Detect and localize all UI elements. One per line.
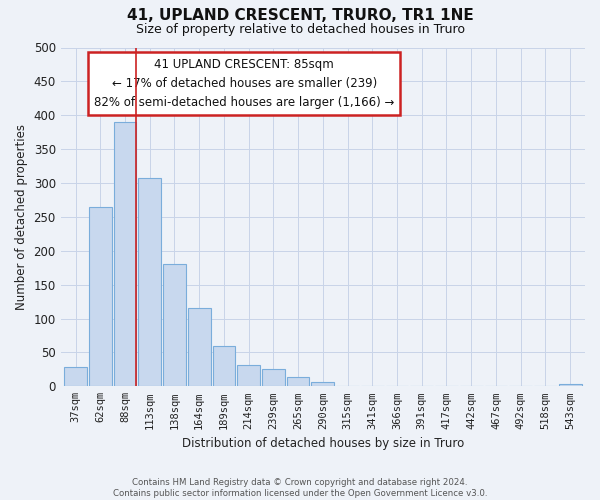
Text: Contains HM Land Registry data © Crown copyright and database right 2024.
Contai: Contains HM Land Registry data © Crown c… bbox=[113, 478, 487, 498]
Bar bbox=[559, 384, 581, 386]
Text: 41 UPLAND CRESCENT: 85sqm
← 17% of detached houses are smaller (239)
82% of semi: 41 UPLAND CRESCENT: 85sqm ← 17% of detac… bbox=[94, 58, 394, 108]
Bar bbox=[163, 264, 186, 386]
X-axis label: Distribution of detached houses by size in Truro: Distribution of detached houses by size … bbox=[182, 437, 464, 450]
Bar bbox=[287, 377, 310, 386]
Bar bbox=[113, 122, 136, 386]
Bar bbox=[237, 366, 260, 386]
Bar bbox=[188, 308, 211, 386]
Text: Size of property relative to detached houses in Truro: Size of property relative to detached ho… bbox=[136, 22, 464, 36]
Text: 41, UPLAND CRESCENT, TRURO, TR1 1NE: 41, UPLAND CRESCENT, TRURO, TR1 1NE bbox=[127, 8, 473, 22]
Bar bbox=[212, 346, 235, 387]
Bar bbox=[311, 382, 334, 386]
Y-axis label: Number of detached properties: Number of detached properties bbox=[15, 124, 28, 310]
Bar bbox=[262, 370, 285, 386]
Bar bbox=[139, 178, 161, 386]
Bar bbox=[89, 206, 112, 386]
Bar bbox=[64, 366, 87, 386]
